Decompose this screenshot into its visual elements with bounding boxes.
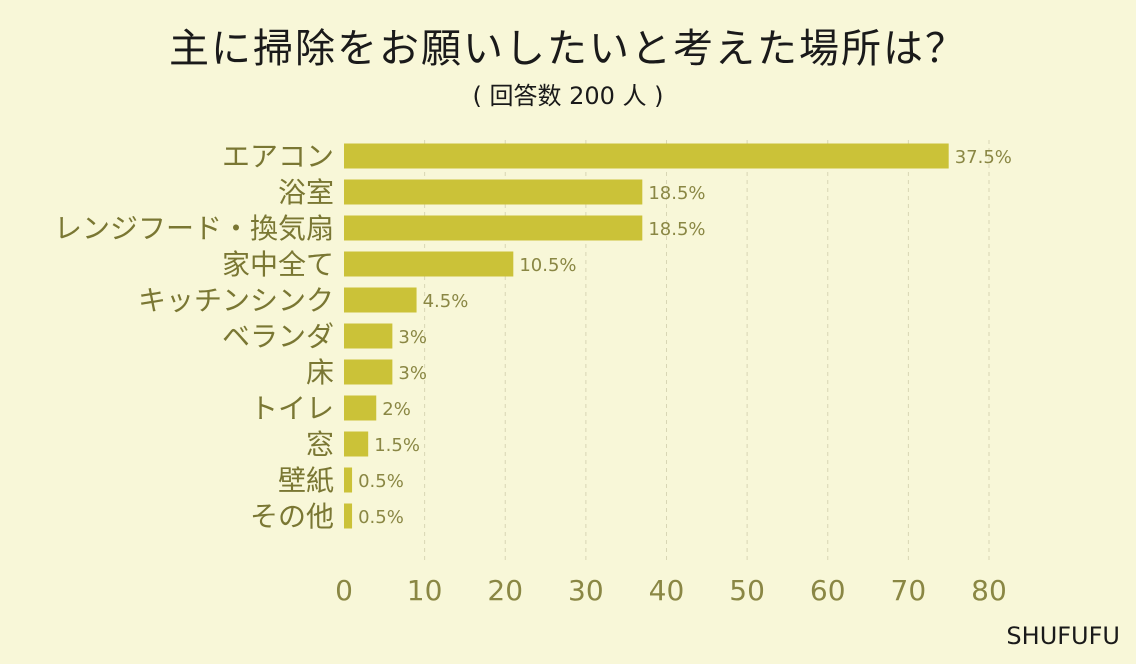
- category-label: 窓: [306, 428, 334, 461]
- bar: [344, 503, 353, 529]
- data-label: 0.5%: [358, 471, 404, 492]
- x-tick-label: 80: [971, 574, 1007, 607]
- category-label: 浴室: [278, 176, 334, 209]
- bar: [344, 215, 643, 241]
- category-label: レンジフード・換気扇: [54, 212, 334, 245]
- category-label: キッチンシンク: [138, 284, 334, 317]
- bar: [344, 359, 393, 385]
- gridlines: [424, 140, 990, 560]
- bar: [344, 323, 393, 349]
- bar: [344, 143, 949, 169]
- bar: [344, 179, 643, 205]
- bar: [344, 395, 377, 421]
- x-tick-label: 0: [335, 574, 353, 607]
- data-label: 4.5%: [423, 291, 469, 312]
- category-label: トイレ: [250, 392, 334, 425]
- brand-logo-text: SHUFUFU: [1006, 622, 1120, 650]
- x-tick-label: 10: [407, 574, 443, 607]
- x-tick-label: 40: [649, 574, 685, 607]
- chart-subtitle: ( 回答数 200 人 ): [472, 82, 664, 110]
- data-label: 3%: [398, 327, 427, 348]
- category-label: ベランダ: [222, 320, 334, 353]
- bar: [344, 251, 514, 277]
- category-label: 家中全て: [222, 248, 334, 281]
- category-labels: エアコン浴室レンジフード・換気扇家中全てキッチンシンクベランダ床トイレ窓壁紙その…: [54, 140, 334, 533]
- data-label: 10.5%: [519, 255, 576, 276]
- category-label: 壁紙: [278, 464, 334, 497]
- data-label: 0.5%: [358, 507, 404, 528]
- chart-title: 主に掃除をお願いしたいと考えた場所は？: [169, 26, 967, 72]
- data-label: 1.5%: [374, 435, 420, 456]
- data-label: 18.5%: [648, 219, 705, 240]
- bars: [344, 143, 949, 529]
- category-label: その他: [250, 500, 334, 533]
- x-tick-label: 70: [891, 574, 927, 607]
- category-label: 床: [306, 356, 334, 389]
- x-tick-label: 30: [568, 574, 604, 607]
- bar: [344, 287, 417, 313]
- bar: [344, 467, 353, 493]
- bar: [344, 431, 369, 457]
- data-label: 37.5%: [955, 147, 1012, 168]
- x-tick-label: 20: [487, 574, 523, 607]
- data-label: 2%: [382, 399, 411, 420]
- data-label: 3%: [398, 363, 427, 384]
- data-label: 18.5%: [648, 183, 705, 204]
- x-tick-label: 60: [810, 574, 846, 607]
- value-labels: 37.5% 18.5% 18.5% 10.5% 4.5% 3% 3% 2% 1.5% 0.5% 0.…: [358, 147, 1012, 528]
- category-label: エアコン: [222, 140, 334, 173]
- x-tick-label: 50: [729, 574, 765, 607]
- x-axis-ticks: 0 10 20 30 40 50 60 70 80: [335, 574, 1007, 607]
